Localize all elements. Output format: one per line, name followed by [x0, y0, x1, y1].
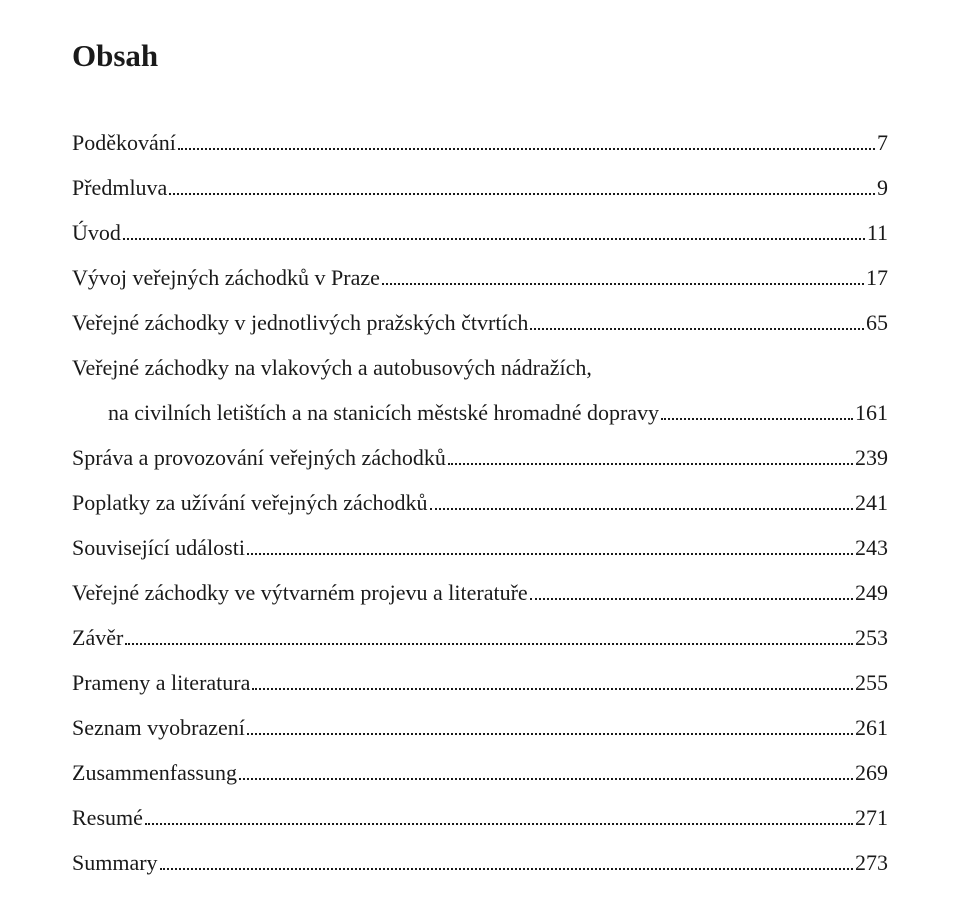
toc-label: Správa a provozování veřejných záchodků: [72, 447, 446, 469]
toc-page: 241: [855, 492, 888, 514]
toc-dots: [382, 274, 864, 285]
toc-dots: [125, 634, 853, 645]
toc-dots: [123, 229, 865, 240]
toc-page: 255: [855, 672, 888, 694]
toc-dots: [661, 409, 853, 420]
toc-page: 261: [855, 717, 888, 739]
toc-label: na civilních letištích a na stanicích mě…: [108, 402, 659, 424]
toc-title: Obsah: [72, 38, 888, 74]
toc-page: 271: [855, 807, 888, 829]
toc-list: Poděkování 7 Předmluva 9 Úvod 11 Vývoj v…: [72, 132, 888, 874]
toc-entry: Předmluva 9: [72, 177, 888, 199]
toc-label: Zusammenfassung: [72, 762, 237, 784]
toc-entry: Prameny a literatura 255: [72, 672, 888, 694]
toc-page: 249: [855, 582, 888, 604]
toc-label: Předmluva: [72, 177, 167, 199]
toc-page: 7: [877, 132, 888, 154]
toc-dots: [160, 859, 853, 870]
toc-entry: Veřejné záchodky v jednotlivých pražskýc…: [72, 312, 888, 334]
toc-entry: Související události 243: [72, 537, 888, 559]
toc-page: 17: [866, 267, 888, 289]
toc-dots: [448, 454, 853, 465]
toc-label: Poděkování: [72, 132, 176, 154]
toc-label: Resumé: [72, 807, 143, 829]
toc-page: 65: [866, 312, 888, 334]
toc-dots: [430, 499, 853, 510]
toc-label: Úvod: [72, 222, 121, 244]
toc-entry: na civilních letištích a na stanicích mě…: [72, 402, 888, 424]
toc-dots: [145, 814, 853, 825]
toc-entry-multiline-line1: Veřejné záchodky na vlakových a autobuso…: [72, 357, 888, 379]
toc-entry: Závěr 253: [72, 627, 888, 649]
toc-page: 9: [877, 177, 888, 199]
toc-label: Poplatky za užívání veřejných záchodků: [72, 492, 428, 514]
toc-entry: Veřejné záchodky ve výtvarném projevu a …: [72, 582, 888, 604]
toc-dots: [247, 544, 853, 555]
toc-entry: Seznam vyobrazení 261: [72, 717, 888, 739]
toc-entry: Summary 273: [72, 852, 888, 874]
toc-page: 243: [855, 537, 888, 559]
toc-page: 239: [855, 447, 888, 469]
toc-entry: Resumé 271: [72, 807, 888, 829]
toc-label: Veřejné záchodky v jednotlivých pražskýc…: [72, 312, 528, 334]
toc-label: Summary: [72, 852, 158, 874]
toc-dots: [530, 589, 853, 600]
toc-page: 269: [855, 762, 888, 784]
toc-label: Závěr: [72, 627, 123, 649]
toc-label: Seznam vyobrazení: [72, 717, 245, 739]
toc-page: 253: [855, 627, 888, 649]
toc-entry: Správa a provozování veřejných záchodků …: [72, 447, 888, 469]
toc-dots: [239, 769, 853, 780]
toc-entry: Poplatky za užívání veřejných záchodků 2…: [72, 492, 888, 514]
toc-entry: Poděkování 7: [72, 132, 888, 154]
toc-page: 11: [867, 222, 888, 244]
toc-dots: [178, 139, 875, 150]
toc-label: Prameny a literatura: [72, 672, 250, 694]
toc-entry: Zusammenfassung 269: [72, 762, 888, 784]
toc-page: 273: [855, 852, 888, 874]
toc-entry: Vývoj veřejných záchodků v Praze 17: [72, 267, 888, 289]
toc-dots: [169, 184, 875, 195]
toc-label: Vývoj veřejných záchodků v Praze: [72, 267, 380, 289]
toc-label: Veřejné záchodky ve výtvarném projevu a …: [72, 582, 528, 604]
toc-dots: [530, 319, 864, 330]
toc-dots: [252, 679, 853, 690]
toc-entry: Úvod 11: [72, 222, 888, 244]
toc-page: 161: [855, 402, 888, 424]
toc-dots: [247, 724, 853, 735]
toc-label: Související události: [72, 537, 245, 559]
